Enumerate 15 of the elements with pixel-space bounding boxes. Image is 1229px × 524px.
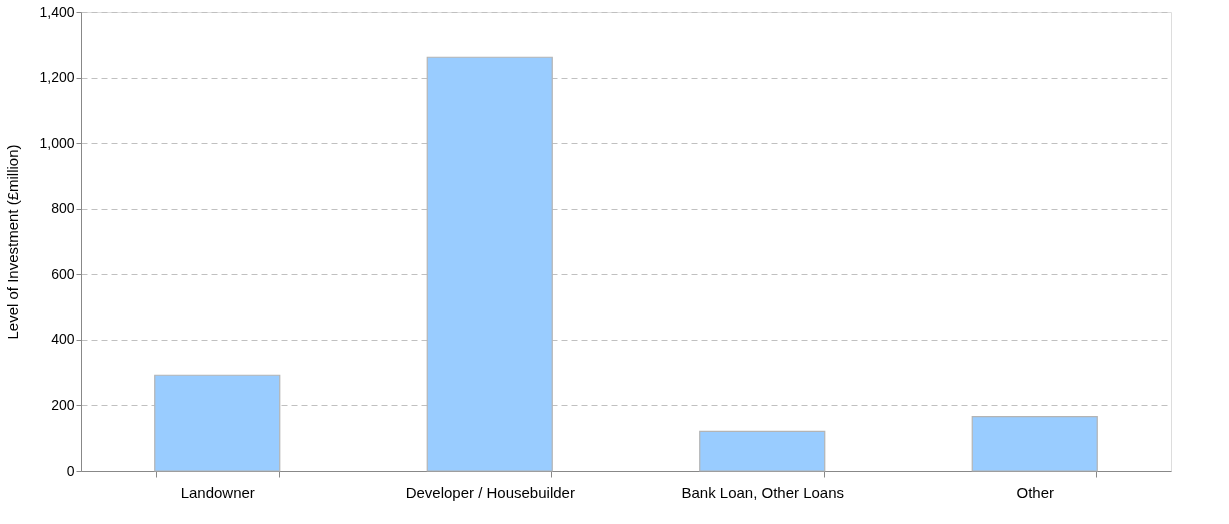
x-tick-label: Other: [1016, 483, 1055, 501]
y-tick-label: 0: [66, 462, 75, 479]
x-tick-label: Landowner: [180, 483, 255, 501]
y-tick-label: 1,200: [39, 69, 75, 86]
y-tick-label: 800: [51, 200, 75, 217]
y-tick-label: 600: [51, 265, 75, 282]
x-tick-label: Bank Loan, Other Loans: [681, 483, 845, 501]
x-tick-label: Developer / Housebuilder: [405, 483, 575, 501]
bar: [699, 430, 826, 472]
y-tick-label: 400: [51, 331, 75, 348]
bar: [971, 415, 1098, 472]
y-tick-label: 1,000: [39, 134, 75, 151]
y-tick-label: 1,400: [39, 3, 75, 20]
y-axis-title: Level of Investment (£million): [4, 144, 22, 340]
y-tick-label: 200: [51, 396, 75, 413]
